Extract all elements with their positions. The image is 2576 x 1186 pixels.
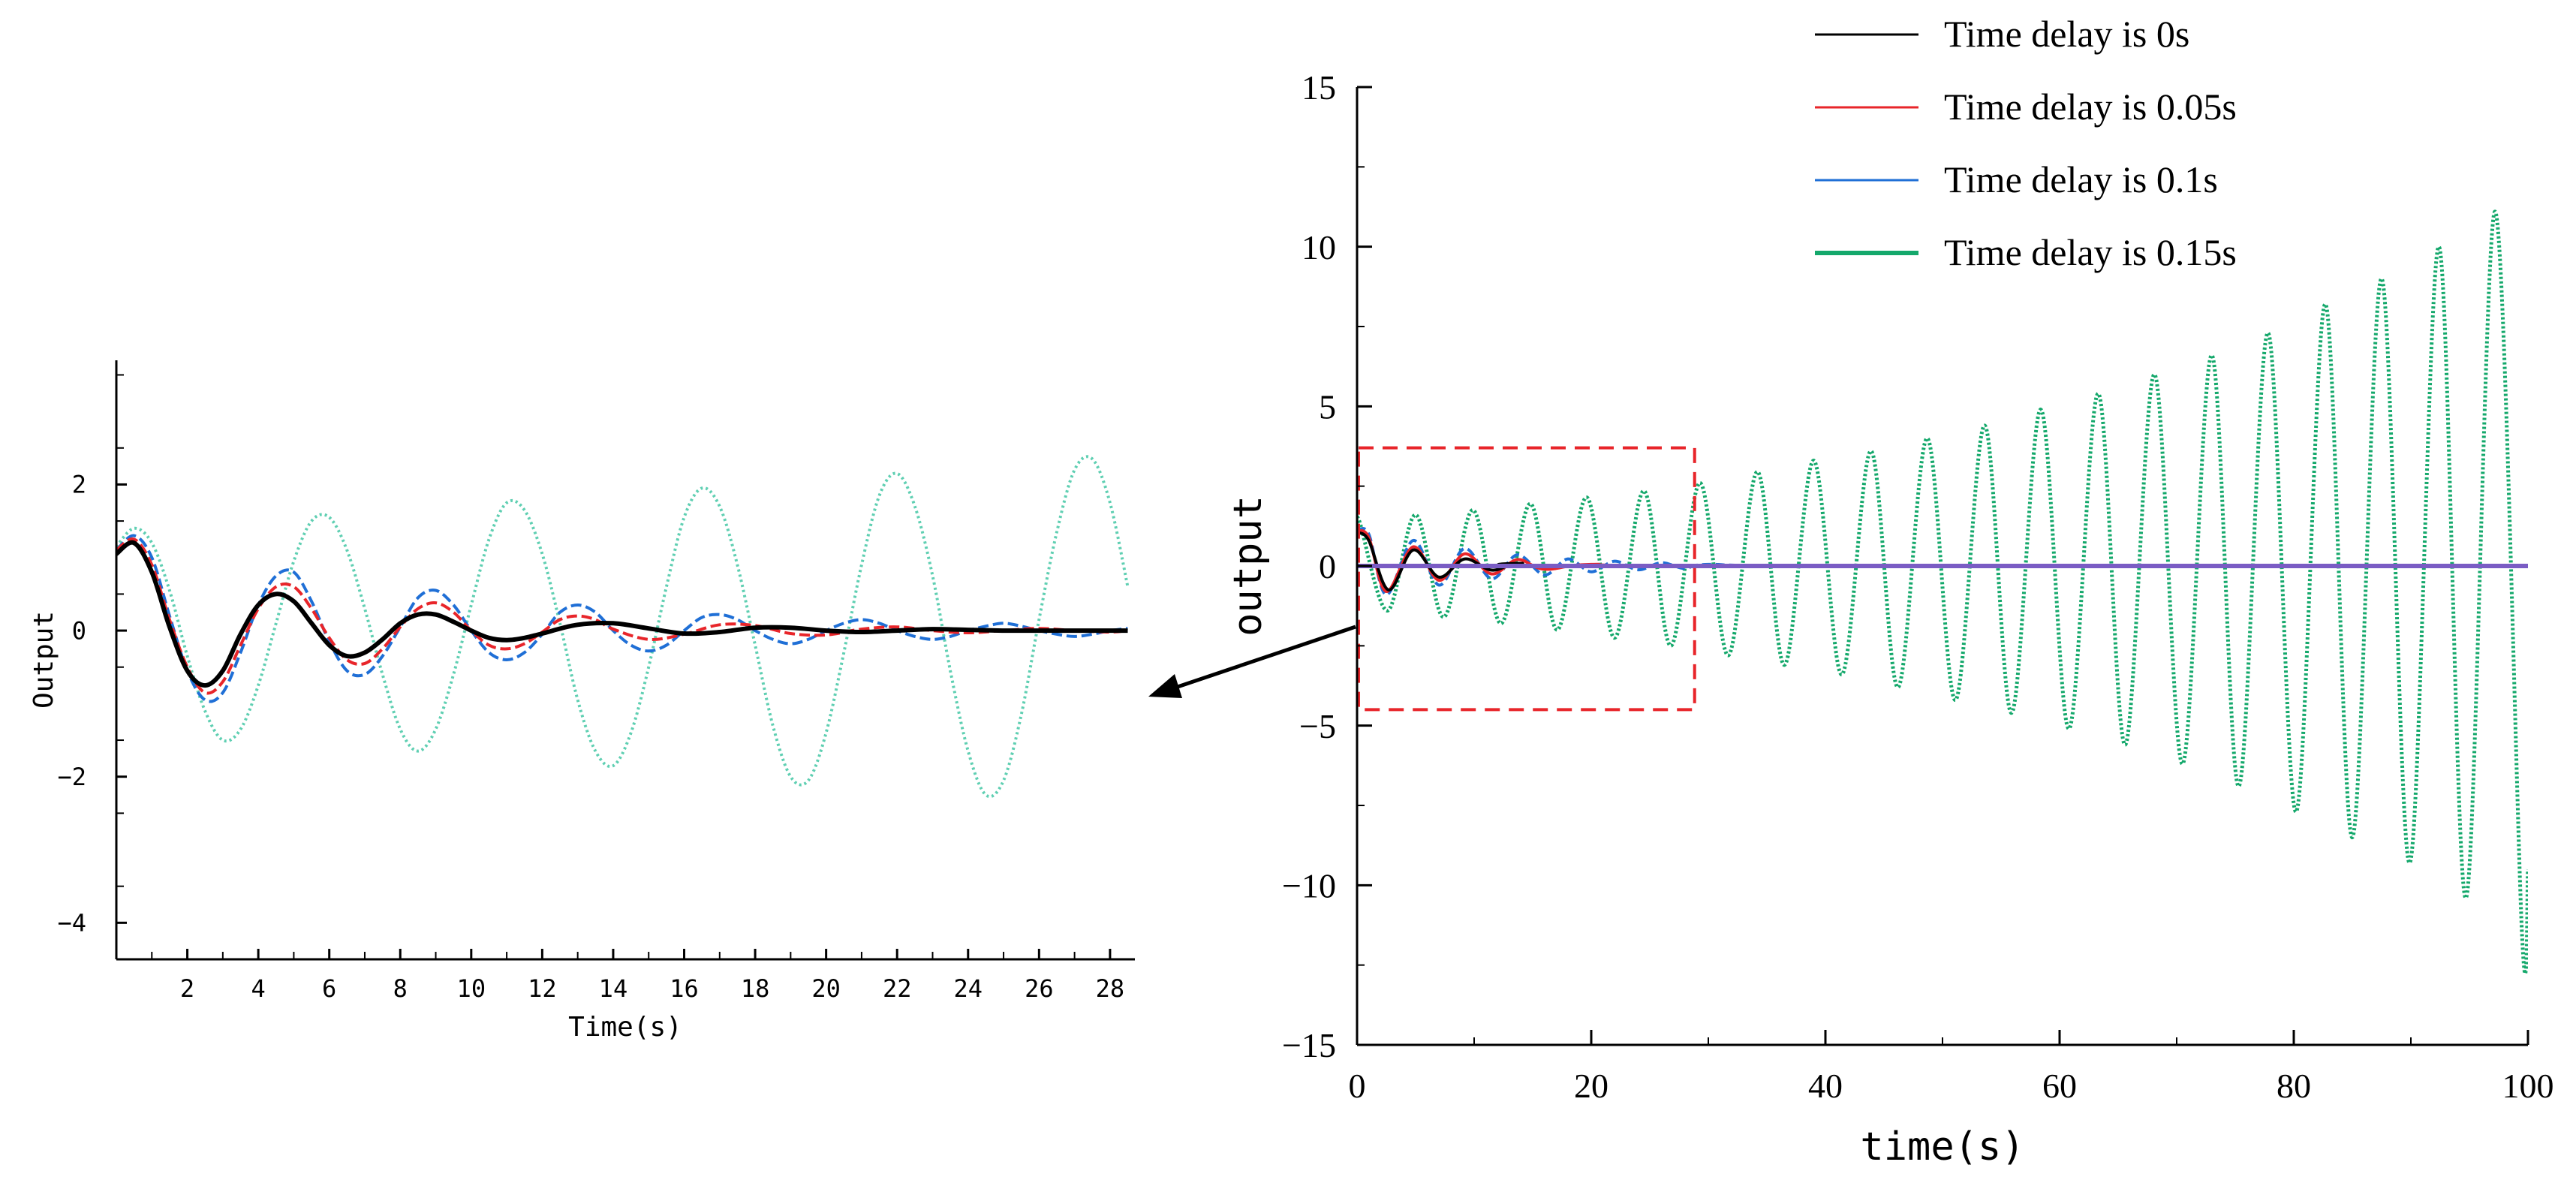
zoom-ticks: 2 4 6 8 10 12 14 16 18 20 22 24 26 28−4−202 (57, 374, 1125, 1003)
main-x-label: time(s) (1860, 1124, 2024, 1169)
main-y-tick-label: −10 (1282, 866, 1336, 905)
zoom-arrow (1148, 625, 1356, 698)
legend-item: Time delay is 0.1s (1815, 158, 2218, 200)
main-x-tick-label: 20 (1574, 1067, 1608, 1105)
legend: Time delay is 0s Time delay is 0.05s Time … (1815, 13, 2237, 273)
zoom-y-tick-label: 0 (72, 616, 86, 645)
zoom-series-delay-0-1s (116, 534, 1128, 703)
zoom-series-group (116, 455, 1130, 799)
zoom-series-delay-0s (116, 540, 1128, 688)
zoom-x-tick-label: 8 (393, 974, 408, 1003)
main-x-tick-label: 100 (2502, 1067, 2554, 1105)
zoom-y-tick-label: −2 (57, 763, 86, 791)
zoom-x-tick-label: 2 (180, 974, 194, 1003)
zoom-series-delay-0-15s-zoom (116, 455, 1130, 799)
legend-label: Time delay is 0.15s (1944, 231, 2237, 273)
main-y-tick-label: 0 (1319, 547, 1336, 585)
main-y-label: output (1226, 495, 1271, 637)
main-y-tick-label: −5 (1299, 707, 1336, 745)
legend-item: Time delay is 0.15s (1815, 231, 2237, 273)
zoom-x-tick-label: 22 (883, 974, 912, 1003)
zoom-x-tick-label: 10 (457, 974, 486, 1003)
zoom-series-delay-0-05s (116, 537, 1128, 695)
main-x-tick-label: 0 (1349, 1067, 1366, 1105)
legend-label: Time delay is 0.1s (1944, 158, 2218, 200)
zoom-panel: 2 4 6 8 10 12 14 16 18 20 22 24 26 28−4−202 Time(s) O… (29, 360, 1135, 1043)
zoom-region-box (1357, 446, 1696, 712)
main-panel: 0 20 40 60 80 100 −15 −10 −5 0 5 10 15 time(s) outpu… (1226, 68, 2554, 1169)
legend-label: Time delay is 0.05s (1944, 86, 2237, 128)
main-x-tick-label: 40 (1808, 1067, 1843, 1105)
main-y-tick-label: 5 (1319, 387, 1336, 426)
legend-label: Time delay is 0s (1944, 13, 2189, 55)
zoom-x-tick-label: 16 (670, 974, 699, 1003)
legend-item: Time delay is 0.05s (1815, 86, 2237, 128)
zoom-y-tick-label: 2 (72, 471, 86, 499)
zoom-x-tick-label: 14 (599, 974, 628, 1003)
zoom-x-tick-label: 24 (954, 974, 983, 1003)
main-ticks: 0 20 40 60 80 100 −15 −10 −5 0 5 10 15 (1282, 68, 2553, 1105)
zoom-x-tick-label: 12 (528, 974, 557, 1003)
zoom-y-label: Output (29, 611, 59, 709)
main-series-delay-0-15s (1357, 209, 2528, 976)
zoom-x-label: Time(s) (568, 1012, 682, 1043)
main-x-tick-label: 60 (2042, 1067, 2077, 1105)
main-x-tick-label: 80 (2277, 1067, 2311, 1105)
main-y-tick-label: 15 (1302, 68, 1336, 107)
zoom-x-tick-label: 20 (811, 974, 841, 1003)
zoom-x-tick-label: 4 (251, 974, 265, 1003)
zoom-x-tick-label: 6 (322, 974, 336, 1003)
main-series-group (1357, 209, 2528, 976)
zoom-x-tick-label: 28 (1096, 974, 1125, 1003)
zoom-x-tick-label: 26 (1025, 974, 1054, 1003)
legend-item: Time delay is 0s (1815, 13, 2189, 55)
zoom-x-tick-label: 18 (741, 974, 770, 1003)
main-y-tick-label: −15 (1282, 1026, 1336, 1064)
zoom-y-tick-label: −4 (57, 909, 86, 938)
main-y-tick-label: 10 (1302, 228, 1336, 266)
